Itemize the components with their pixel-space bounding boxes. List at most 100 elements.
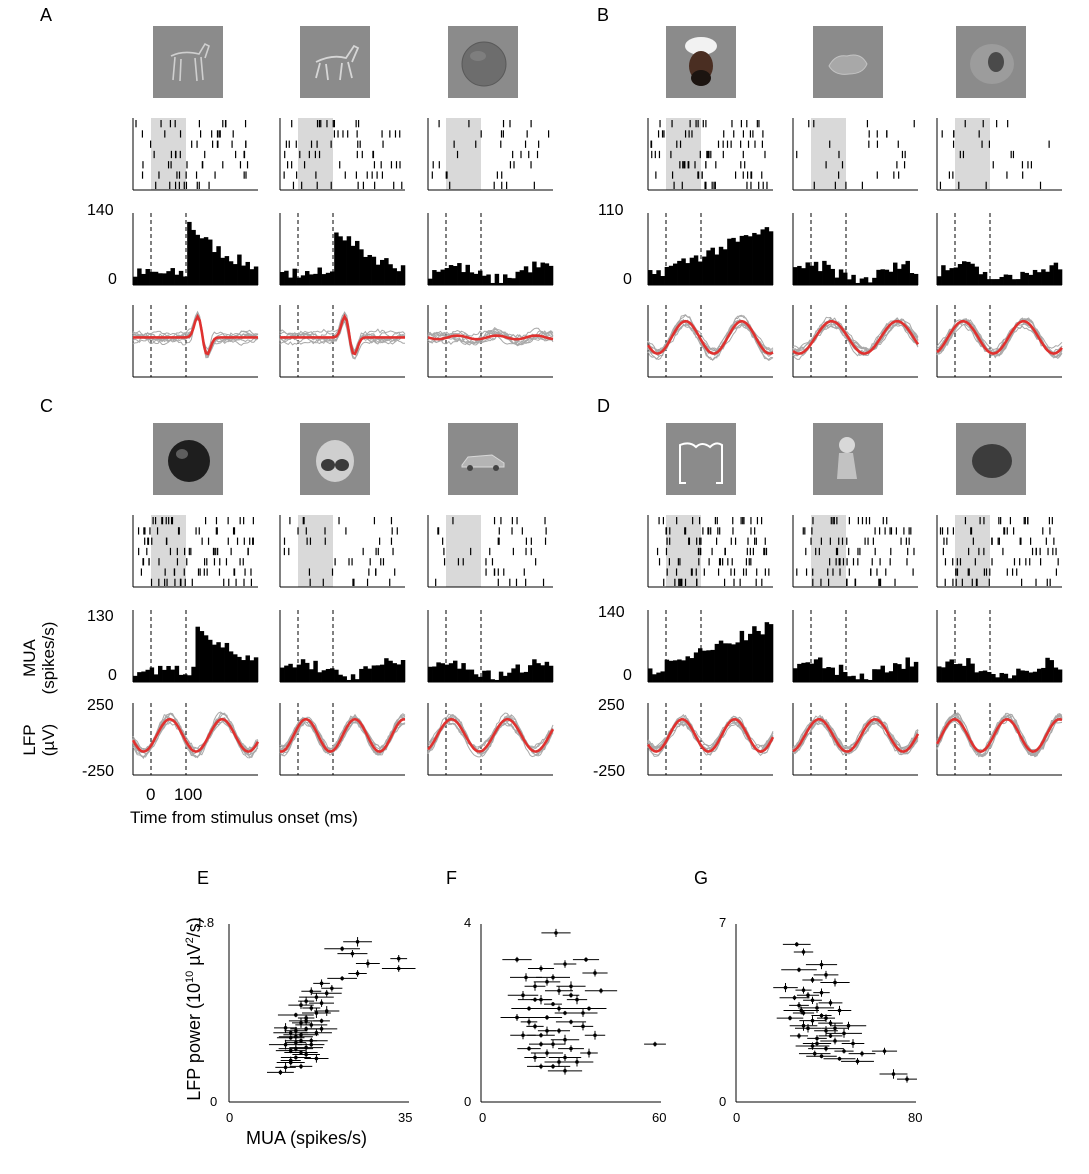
psth-c2-bar — [334, 669, 339, 682]
psth-d3-bar — [1049, 660, 1054, 682]
scatter-g-point — [828, 1034, 833, 1038]
psth-d2-bar — [843, 672, 848, 682]
psth-b2-bar — [905, 260, 910, 285]
scatter-e-point — [309, 1023, 314, 1027]
psth-b3-bar — [1053, 262, 1059, 285]
psth-d1-bar — [652, 674, 657, 682]
psth-d2-bar — [868, 679, 873, 682]
psth-a1-bar — [203, 237, 209, 285]
scatter-e-point — [299, 1032, 303, 1037]
raster-c1-stim-window — [151, 515, 186, 587]
scatter-e-point — [299, 1021, 303, 1025]
psth-a2-bar — [280, 271, 285, 285]
scatter-e-point — [366, 961, 370, 966]
psth-d2-bar — [830, 667, 835, 682]
psth-d1-bar — [748, 633, 753, 682]
psth-ymin-b: 0 — [623, 271, 632, 288]
psth-b1-bar — [731, 237, 736, 285]
psth-a2-bar — [396, 271, 402, 285]
psth-a3-bar — [507, 277, 512, 285]
psth-c2-bar — [392, 663, 397, 682]
psth-a1-bar — [220, 257, 225, 285]
psth-d1-bar — [710, 649, 715, 682]
stimulus-thumb-a2 — [300, 26, 370, 98]
scatter-f-point — [557, 1029, 561, 1033]
scatter-g-point — [810, 978, 815, 982]
psth-c2-bar — [384, 658, 389, 682]
psth-b2-bar — [880, 269, 885, 285]
scatter-g-point — [833, 1026, 837, 1031]
psth-b1-bar — [735, 241, 740, 285]
psth-d3-bar — [962, 665, 967, 682]
psth-c2-bar — [350, 674, 356, 682]
psth-c3-bar — [478, 676, 483, 682]
scatter-e-point — [304, 999, 308, 1003]
psth-d1-bar — [693, 652, 699, 682]
psth-ymax-d: 140 — [598, 604, 625, 621]
scatter-g-point — [815, 1036, 819, 1041]
psth-b3-bar — [991, 279, 996, 285]
psth-d3-bar — [953, 664, 959, 682]
lfp-c1-trial-trace — [132, 716, 259, 755]
scatter-g-point — [837, 1008, 842, 1013]
scatter-f-point — [527, 1006, 531, 1011]
psth-b1-bar — [698, 261, 703, 285]
psth-a2-bar — [400, 265, 406, 285]
psth-c3-bar — [432, 666, 437, 682]
psth-a2-bar — [367, 254, 372, 285]
psth-c1-bar — [253, 657, 259, 682]
scatter-e-point — [299, 1003, 303, 1007]
scatter-g-ymin: 0 — [719, 1094, 727, 1109]
psth-a2-bar — [380, 259, 385, 285]
lfp-a3-mean-trace — [427, 334, 554, 341]
time-tick-0: 0 — [146, 785, 156, 804]
psth-b2-bar — [797, 265, 802, 285]
scatter-f-point — [521, 993, 525, 997]
psth-b2-bar — [809, 265, 815, 285]
psth-c2-bar — [355, 679, 360, 682]
psth-d2-bar — [863, 679, 869, 682]
scatter-f-point — [539, 966, 543, 971]
psth-a1-bar — [187, 221, 192, 285]
psth-b2-bar — [793, 267, 798, 285]
panel-label-c: C — [40, 396, 53, 416]
psth-d1-bar — [739, 630, 745, 682]
scatter-ylabel-exp: 10 — [184, 970, 196, 984]
psth-c3-bar — [469, 669, 475, 682]
lfp-ylabel: LFP (µV) — [20, 700, 60, 780]
lfp-d3-mean-trace — [935, 717, 1063, 753]
psth-c1-bar — [183, 674, 188, 682]
psth-d3-bar — [982, 670, 988, 682]
psth-c3-bar — [544, 661, 550, 682]
raster-b2-stim-window — [811, 118, 846, 190]
scatter-g-point — [837, 1056, 842, 1061]
psth-c1-bar — [149, 667, 155, 682]
psth-b1-bar — [656, 270, 661, 285]
psth-a1-bar — [153, 271, 159, 285]
scatter-f-xmax: 60 — [652, 1110, 667, 1125]
mua-ylabel: MUA (spikes/s) — [20, 608, 60, 708]
psth-a3-bar — [544, 263, 550, 285]
psth-b2-bar — [805, 262, 810, 285]
psth-d2-bar — [797, 663, 802, 682]
scatter-e-point — [299, 1050, 303, 1055]
lfp-ymin-c: -250 — [82, 763, 115, 780]
scatter-e-point — [283, 1042, 288, 1047]
psth-c3-bar — [515, 664, 520, 682]
scatter-g-point — [833, 1039, 837, 1043]
scatter-e-point — [350, 951, 355, 956]
psth-c1-bar — [166, 665, 171, 682]
psth-a1-bar — [170, 268, 175, 285]
lfp-d1-trial-trace — [647, 722, 774, 749]
psth-a2-bar — [334, 232, 339, 285]
psth-a3-bar — [440, 269, 445, 285]
psth-c3-bar — [473, 674, 479, 682]
psth-b3-bar — [1007, 274, 1013, 285]
psth-a1-bar — [166, 271, 171, 285]
psth-b1-bar — [768, 231, 774, 285]
psth-b1-bar — [727, 238, 732, 285]
psth-d2-bar — [880, 665, 885, 682]
psth-a2-bar — [292, 268, 297, 285]
scatter-f-point — [593, 971, 597, 975]
psth-c1-bar — [249, 660, 255, 682]
